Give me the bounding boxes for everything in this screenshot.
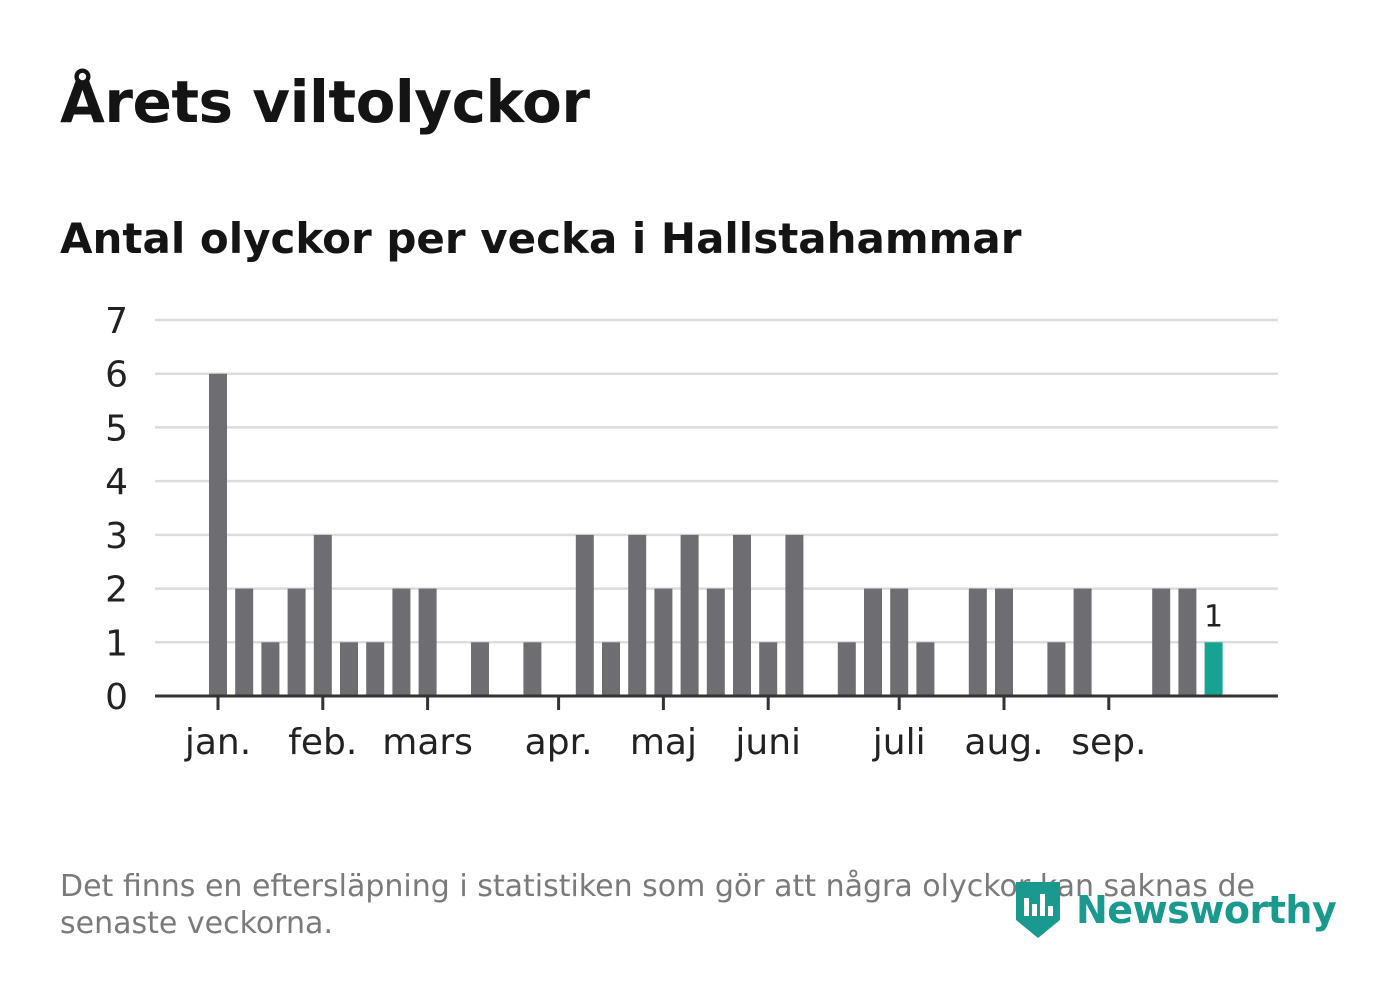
- y-tick-label: 2: [105, 570, 128, 611]
- bars: [209, 373, 1223, 696]
- x-tick-label: juni: [734, 722, 801, 763]
- bar: [209, 373, 227, 696]
- bar: [602, 642, 620, 696]
- bar: [313, 534, 332, 696]
- y-tick-label: 6: [105, 355, 128, 396]
- y-tick-label: 4: [105, 462, 128, 503]
- bar: [523, 642, 542, 696]
- annotations: 1: [1204, 599, 1223, 634]
- bar: [968, 588, 987, 696]
- bar: [1073, 588, 1092, 696]
- y-tick-label: 3: [105, 516, 128, 557]
- bar: [366, 642, 385, 696]
- bar: [1204, 642, 1223, 696]
- bar: [628, 534, 647, 696]
- bar: [235, 588, 254, 696]
- y-tick-label: 5: [105, 408, 128, 449]
- bar: [1178, 588, 1197, 696]
- bar: [575, 534, 594, 696]
- y-axis: 0 1 2 3 4 5 6 7: [105, 301, 128, 718]
- bar: [680, 534, 699, 696]
- bar: [261, 642, 280, 696]
- bar: [837, 642, 856, 696]
- y-tick-label: 0: [105, 677, 128, 718]
- bar: [864, 588, 882, 696]
- bar: [392, 588, 411, 696]
- x-axis: jan. feb. mars apr. maj juni juli aug. sep.: [155, 694, 1278, 763]
- x-tick-label: jan.: [184, 722, 251, 763]
- bar-chart: 0 1 2 3 4 5 6 7 jan. feb. mars apr. maj juni juli aug.…: [105, 301, 1278, 763]
- bar: [706, 588, 725, 696]
- y-tick-label: 7: [105, 301, 128, 342]
- x-tick-label: feb.: [288, 722, 357, 763]
- bar: [654, 588, 673, 696]
- chart-title: Årets viltolyckor: [60, 68, 590, 136]
- gridlines: [155, 318, 1278, 644]
- x-tick-label: juli: [872, 722, 926, 763]
- bar: [733, 534, 751, 696]
- bar: [471, 642, 489, 696]
- x-tick-label: mars: [382, 722, 473, 763]
- x-tick-label: maj: [630, 722, 697, 763]
- bar-chart-badge-icon: [1016, 882, 1060, 938]
- data-label: 1: [1204, 599, 1223, 634]
- bar: [418, 588, 437, 696]
- logo-text: Newsworthy: [1076, 888, 1337, 932]
- bar: [340, 642, 358, 696]
- bar: [785, 534, 804, 696]
- bar: [287, 588, 306, 696]
- bar: [890, 588, 909, 696]
- y-tick-label: 1: [105, 623, 128, 664]
- newsworthy-logo[interactable]: Newsworthy: [1012, 878, 1337, 942]
- bar: [995, 588, 1013, 696]
- x-tick-label: aug.: [964, 722, 1043, 763]
- bar: [759, 642, 778, 696]
- chart-subtitle: Antal olyckor per vecka i Hallstahammar: [60, 214, 1022, 263]
- x-tick-label: apr.: [525, 722, 593, 763]
- bar: [1152, 588, 1171, 696]
- bar: [1047, 642, 1066, 696]
- bar: [916, 642, 935, 696]
- x-tick-label: sep.: [1071, 722, 1146, 763]
